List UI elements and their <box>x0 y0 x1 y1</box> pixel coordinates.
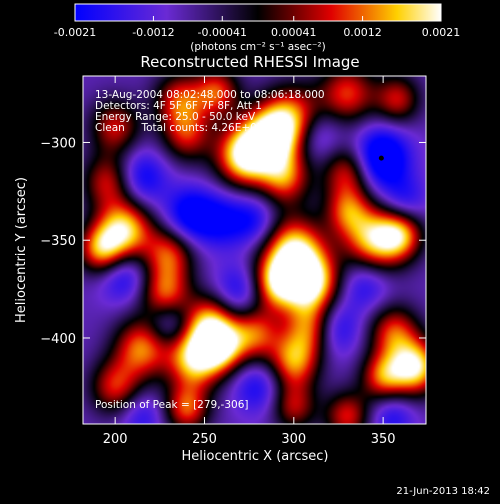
colorbar-tick-label: 0.00041 <box>271 26 317 39</box>
colorbar-units-label: (photons cm⁻² s⁻¹ asec⁻²) <box>190 41 325 53</box>
chart-title: Reconstructed RHESSI Image <box>140 53 359 71</box>
footer-date: 21-Jun-2013 18:42 <box>396 486 490 497</box>
colorbar-tick-label: -0.0012 <box>132 26 174 39</box>
annotation-time: 13-Aug-2004 08:02:48.000 to 08:06:18.000 <box>95 89 325 101</box>
x-tick-label: 200 <box>103 432 128 447</box>
annotation-detectors: Detectors: 4F 5F 6F 7F 8F, Att 1 <box>95 100 262 112</box>
x-tick-label: 350 <box>371 432 396 447</box>
annotation-energy: Energy Range: 25.0 - 50.0 keV <box>95 111 256 123</box>
y-tick-label: −400 <box>40 332 76 347</box>
colorbar-tick-label: -0.0021 <box>54 26 96 39</box>
x-tick-label: 300 <box>281 432 306 447</box>
heatmap-image <box>83 76 426 424</box>
y-tick-label: −350 <box>40 234 76 249</box>
y-tick-label: −300 <box>40 136 76 151</box>
colorbar-tick-label: -0.00041 <box>198 26 247 39</box>
y-axis-label: Heliocentric Y (arcsec) <box>14 177 29 323</box>
colorbar-tick-label: 0.0021 <box>422 26 461 39</box>
colorbar-tick-labels: -0.0021 -0.0012 -0.00041 0.00041 0.0012 0.002… <box>54 26 460 39</box>
marked-point <box>378 155 384 161</box>
y-axis: −300 −350 −400 <box>40 136 426 347</box>
colorbar-tick-label: 0.0012 <box>343 26 382 39</box>
colorbar <box>74 3 442 22</box>
x-axis-label: Heliocentric X (arcsec) <box>182 449 329 464</box>
x-axis: 200 250 300 350 <box>103 76 396 447</box>
annotation-counts: Clean Total counts: 4.26E+03 <box>95 122 264 134</box>
plot-frame <box>82 75 427 425</box>
peak-position-label: Position of Peak = [279,-306] <box>95 399 249 411</box>
x-tick-label: 250 <box>192 432 217 447</box>
colorbar-ticks <box>74 16 442 21</box>
